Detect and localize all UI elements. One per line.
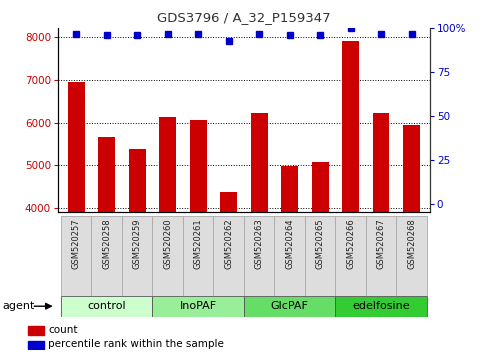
Bar — [28, 341, 44, 349]
Bar — [335, 296, 427, 317]
Bar — [342, 41, 359, 212]
Bar — [373, 113, 389, 212]
Text: percentile rank within the sample: percentile rank within the sample — [48, 339, 224, 349]
Text: GSM520267: GSM520267 — [377, 218, 385, 269]
Text: count: count — [48, 325, 78, 335]
Bar — [312, 162, 328, 212]
Bar — [403, 125, 420, 212]
Bar — [213, 216, 244, 296]
Text: GSM520261: GSM520261 — [194, 218, 203, 269]
Bar — [244, 216, 274, 296]
Text: agent: agent — [2, 301, 35, 311]
Bar — [159, 118, 176, 212]
Text: GSM520265: GSM520265 — [315, 218, 325, 269]
Text: control: control — [87, 301, 126, 311]
Bar — [397, 216, 427, 296]
Bar — [122, 216, 153, 296]
Text: GSM520258: GSM520258 — [102, 218, 111, 269]
Text: GDS3796 / A_32_P159347: GDS3796 / A_32_P159347 — [157, 11, 331, 24]
Text: GSM520266: GSM520266 — [346, 218, 355, 269]
Bar — [281, 166, 298, 212]
Text: GSM520268: GSM520268 — [407, 218, 416, 269]
Bar — [190, 120, 207, 212]
Bar — [251, 113, 268, 212]
Bar — [366, 216, 397, 296]
Bar — [129, 149, 145, 212]
Text: GSM520259: GSM520259 — [133, 218, 142, 269]
Bar — [220, 192, 237, 212]
Text: GSM520262: GSM520262 — [224, 218, 233, 269]
Bar — [68, 82, 85, 212]
Bar — [244, 296, 335, 317]
Bar — [99, 137, 115, 212]
Bar — [61, 216, 91, 296]
Text: GSM520264: GSM520264 — [285, 218, 294, 269]
Bar — [153, 296, 244, 317]
Text: InoPAF: InoPAF — [180, 301, 217, 311]
Text: GSM520257: GSM520257 — [72, 218, 81, 269]
Text: GlcPAF: GlcPAF — [270, 301, 309, 311]
Bar — [305, 216, 335, 296]
Bar — [91, 216, 122, 296]
Bar — [61, 296, 153, 317]
Text: GSM520260: GSM520260 — [163, 218, 172, 269]
Text: edelfosine: edelfosine — [352, 301, 410, 311]
Bar — [274, 216, 305, 296]
Bar — [183, 216, 213, 296]
Bar — [153, 216, 183, 296]
Bar — [28, 326, 44, 335]
Bar — [335, 216, 366, 296]
Text: GSM520263: GSM520263 — [255, 218, 264, 269]
